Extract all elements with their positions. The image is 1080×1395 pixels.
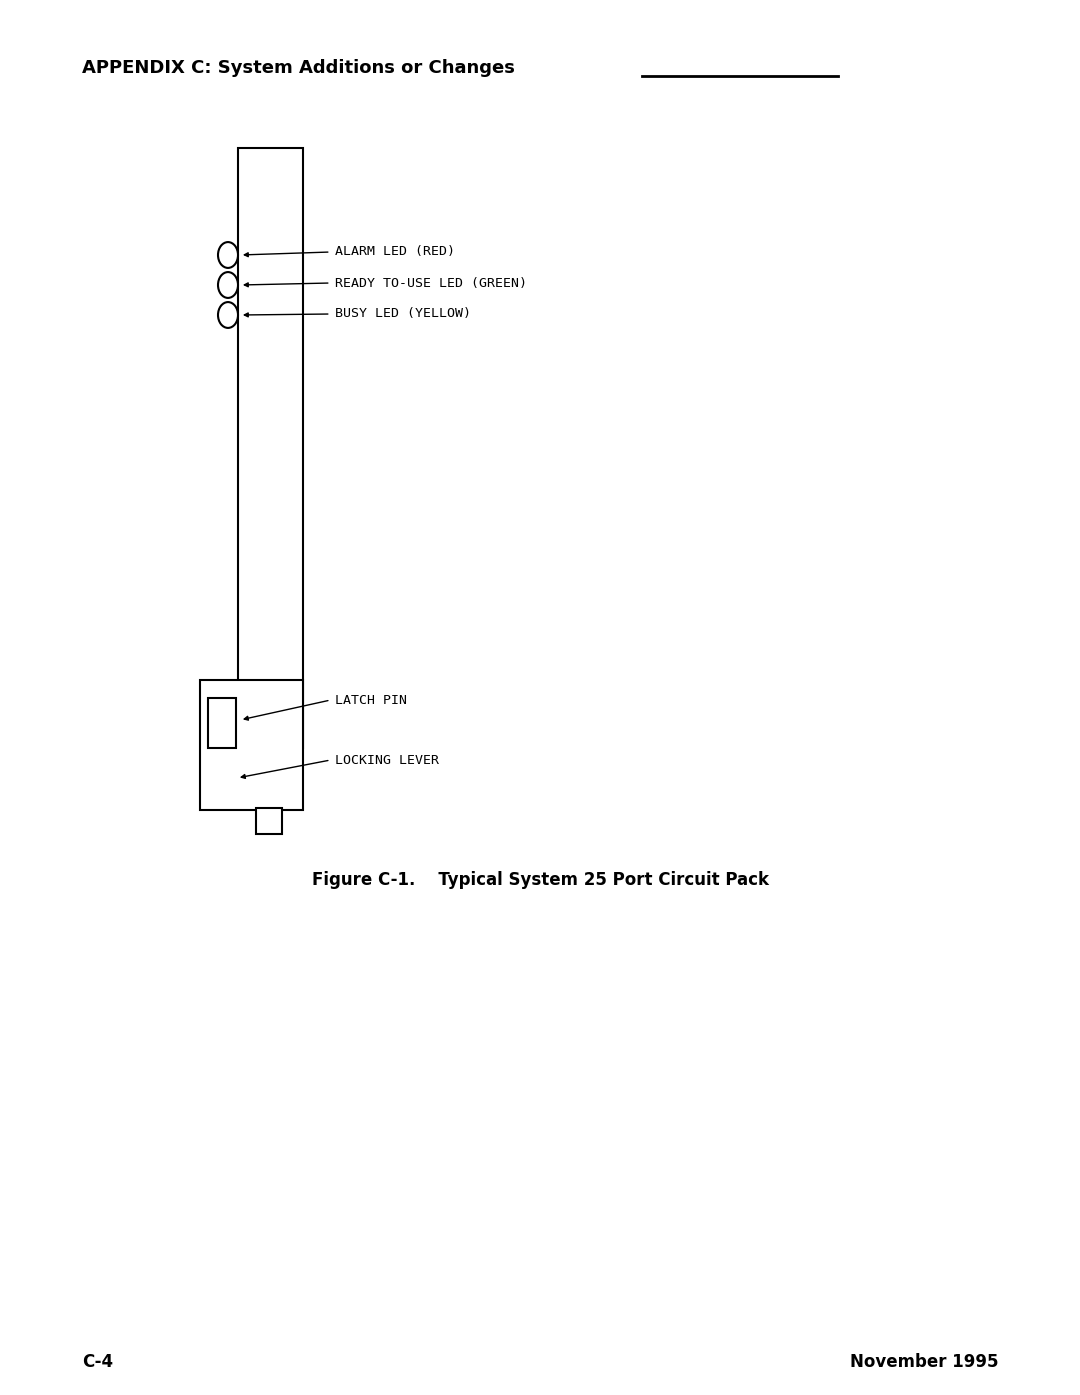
Text: BUSY LED (YELLOW): BUSY LED (YELLOW) <box>335 307 471 321</box>
Text: November 1995: November 1995 <box>850 1353 998 1371</box>
Text: READY TO-USE LED (GREEN): READY TO-USE LED (GREEN) <box>335 276 527 290</box>
Text: APPENDIX C: System Additions or Changes: APPENDIX C: System Additions or Changes <box>82 59 515 77</box>
Circle shape <box>218 272 238 299</box>
Bar <box>200 679 303 810</box>
Text: LOCKING LEVER: LOCKING LEVER <box>335 753 438 766</box>
Bar <box>238 148 303 748</box>
Circle shape <box>218 243 238 268</box>
Text: LATCH PIN: LATCH PIN <box>335 693 407 706</box>
Text: ALARM LED (RED): ALARM LED (RED) <box>335 246 455 258</box>
Circle shape <box>218 303 238 328</box>
Text: Figure C-1.    Typical System 25 Port Circuit Pack: Figure C-1. Typical System 25 Port Circu… <box>311 870 769 889</box>
Bar <box>256 808 282 834</box>
Bar <box>208 698 237 748</box>
Text: C-4: C-4 <box>82 1353 113 1371</box>
